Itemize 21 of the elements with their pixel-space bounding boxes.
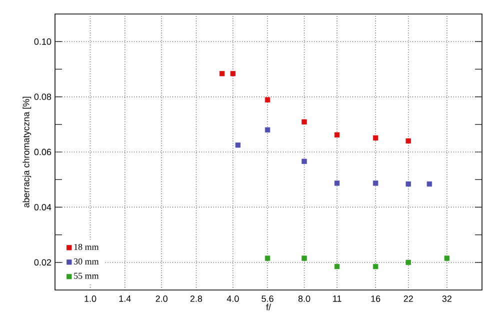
x-tick-label: 4.0 [226,296,239,302]
legend-label: 18 mm [74,244,99,250]
legend-label: 30 mm [74,258,99,264]
x-tick-label: 5.6 [262,296,274,302]
x-tick-label: 1.4 [119,296,131,302]
x-tick-label: 11 [333,296,342,302]
y-tick-label: 0.06 [34,148,52,156]
y-tick-label: 0.08 [34,94,52,100]
x-axis-title: f/ [266,304,271,310]
x-tick-label: 22 [404,296,413,302]
x-tick-label: 2.8 [190,296,202,302]
y-tick-label: 0.04 [34,204,52,210]
x-tick-label: 2.0 [156,296,168,302]
legend-label: 55 mm [74,272,99,279]
y-tick-label: 0.10 [34,38,52,45]
x-tick-label: 8.0 [298,296,310,302]
y-axis-title: aberracja chromatyczna [%] [22,96,32,208]
x-tick-label: 16 [371,296,380,302]
y-tick-label: 0.02 [34,259,52,266]
x-tick-label: 32 [442,296,452,302]
x-tick-label: 1.0 [84,296,96,302]
